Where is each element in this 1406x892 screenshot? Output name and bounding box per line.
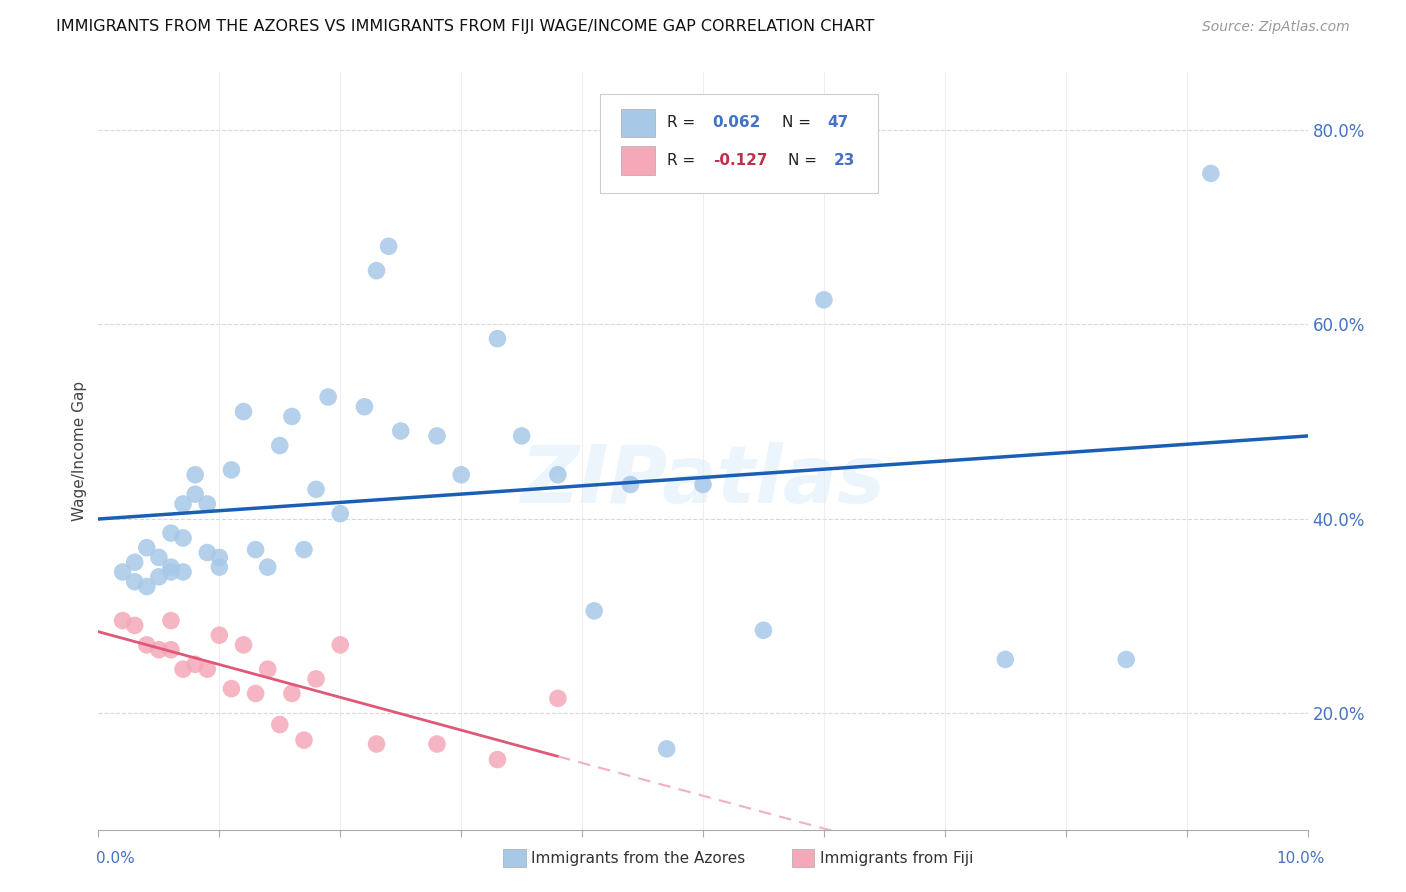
- Point: [148, 550, 170, 565]
- Point: [619, 477, 641, 491]
- Point: [292, 542, 315, 557]
- Text: 0.0%: 0.0%: [96, 852, 135, 866]
- Text: 47: 47: [828, 115, 849, 129]
- Text: Immigrants from the Azores: Immigrants from the Azores: [531, 852, 745, 866]
- Point: [160, 614, 183, 628]
- Text: 23: 23: [834, 153, 855, 168]
- Point: [172, 565, 194, 579]
- FancyBboxPatch shape: [600, 95, 879, 193]
- Point: [124, 574, 146, 589]
- Point: [813, 293, 835, 307]
- Point: [1199, 166, 1222, 180]
- Point: [111, 614, 134, 628]
- Point: [547, 467, 569, 482]
- Point: [547, 691, 569, 706]
- Point: [184, 487, 207, 501]
- Point: [124, 618, 146, 632]
- Point: [172, 531, 194, 545]
- Point: [148, 642, 170, 657]
- Point: [692, 477, 714, 491]
- Text: R =: R =: [666, 115, 700, 129]
- Point: [269, 439, 291, 453]
- Point: [366, 263, 388, 277]
- Point: [111, 565, 134, 579]
- Point: [305, 483, 328, 497]
- Text: Immigrants from Fiji: Immigrants from Fiji: [820, 852, 973, 866]
- Point: [160, 565, 183, 579]
- Point: [353, 400, 375, 414]
- Point: [232, 404, 254, 418]
- Text: R =: R =: [666, 153, 700, 168]
- Point: [184, 467, 207, 482]
- Point: [292, 733, 315, 747]
- Point: [450, 467, 472, 482]
- Bar: [621, 109, 655, 137]
- Point: [510, 429, 533, 443]
- Point: [208, 560, 231, 574]
- Point: [195, 662, 218, 676]
- Point: [195, 497, 218, 511]
- Point: [245, 686, 267, 700]
- Point: [1115, 652, 1137, 666]
- Point: [245, 542, 267, 557]
- Bar: [621, 146, 655, 175]
- Point: [148, 570, 170, 584]
- Point: [135, 580, 157, 594]
- Point: [329, 638, 352, 652]
- Text: -0.127: -0.127: [713, 153, 768, 168]
- Point: [160, 526, 183, 541]
- Point: [221, 463, 243, 477]
- Point: [583, 604, 606, 618]
- Point: [752, 624, 775, 638]
- Point: [994, 652, 1017, 666]
- Point: [256, 662, 278, 676]
- Point: [232, 638, 254, 652]
- Text: N =: N =: [782, 115, 815, 129]
- Point: [135, 541, 157, 555]
- Point: [172, 497, 194, 511]
- Point: [124, 555, 146, 569]
- Point: [269, 717, 291, 731]
- Text: Source: ZipAtlas.com: Source: ZipAtlas.com: [1202, 21, 1350, 34]
- Point: [160, 560, 183, 574]
- Point: [221, 681, 243, 696]
- Point: [172, 662, 194, 676]
- Point: [486, 332, 509, 346]
- Point: [305, 672, 328, 686]
- Point: [366, 737, 388, 751]
- Point: [281, 409, 304, 424]
- Point: [316, 390, 339, 404]
- Point: [329, 507, 352, 521]
- Point: [184, 657, 207, 672]
- Point: [160, 642, 183, 657]
- Point: [208, 550, 231, 565]
- Point: [256, 560, 278, 574]
- Y-axis label: Wage/Income Gap: Wage/Income Gap: [72, 380, 87, 521]
- Point: [281, 686, 304, 700]
- Point: [486, 753, 509, 767]
- Text: 0.062: 0.062: [713, 115, 761, 129]
- Text: IMMIGRANTS FROM THE AZORES VS IMMIGRANTS FROM FIJI WAGE/INCOME GAP CORRELATION C: IMMIGRANTS FROM THE AZORES VS IMMIGRANTS…: [56, 20, 875, 34]
- Text: N =: N =: [787, 153, 821, 168]
- Point: [195, 545, 218, 559]
- Text: 10.0%: 10.0%: [1277, 852, 1324, 866]
- Point: [135, 638, 157, 652]
- Point: [655, 742, 678, 756]
- Point: [426, 429, 449, 443]
- Point: [389, 424, 412, 438]
- Text: ZIPatlas: ZIPatlas: [520, 442, 886, 520]
- Point: [208, 628, 231, 642]
- Point: [426, 737, 449, 751]
- Point: [377, 239, 399, 253]
